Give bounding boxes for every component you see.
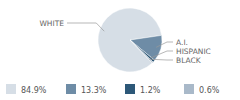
legend-swatch (125, 84, 135, 94)
legend-label: 84.9% (21, 86, 47, 95)
legend-label: 13.3% (81, 86, 107, 95)
legend-swatch (184, 84, 194, 94)
pie-slice (130, 40, 155, 62)
pie-slice (98, 8, 162, 72)
legend: 84.9% 13.3% 1.2% 0.6% (6, 84, 220, 95)
slice-label: HISPANIC (176, 47, 211, 56)
slice-label: A.I. (176, 38, 188, 47)
legend-label: 0.6% (199, 86, 220, 95)
leader-line (67, 23, 104, 31)
chart: WHITE A.I.HISPANICBLACK 84.9% 13.3% 1.2% 0.6% (0, 0, 240, 100)
leader-line (149, 59, 173, 61)
legend-swatch (66, 84, 76, 94)
slice-label: BLACK (176, 56, 202, 65)
legend-label: 1.2% (140, 86, 161, 95)
leader-line (156, 42, 173, 47)
legend-swatch (6, 84, 16, 94)
pie (98, 8, 162, 72)
labels: WHITE A.I.HISPANICBLACK (39, 19, 210, 65)
leader-line (150, 51, 173, 58)
slice-label: WHITE (39, 19, 64, 28)
